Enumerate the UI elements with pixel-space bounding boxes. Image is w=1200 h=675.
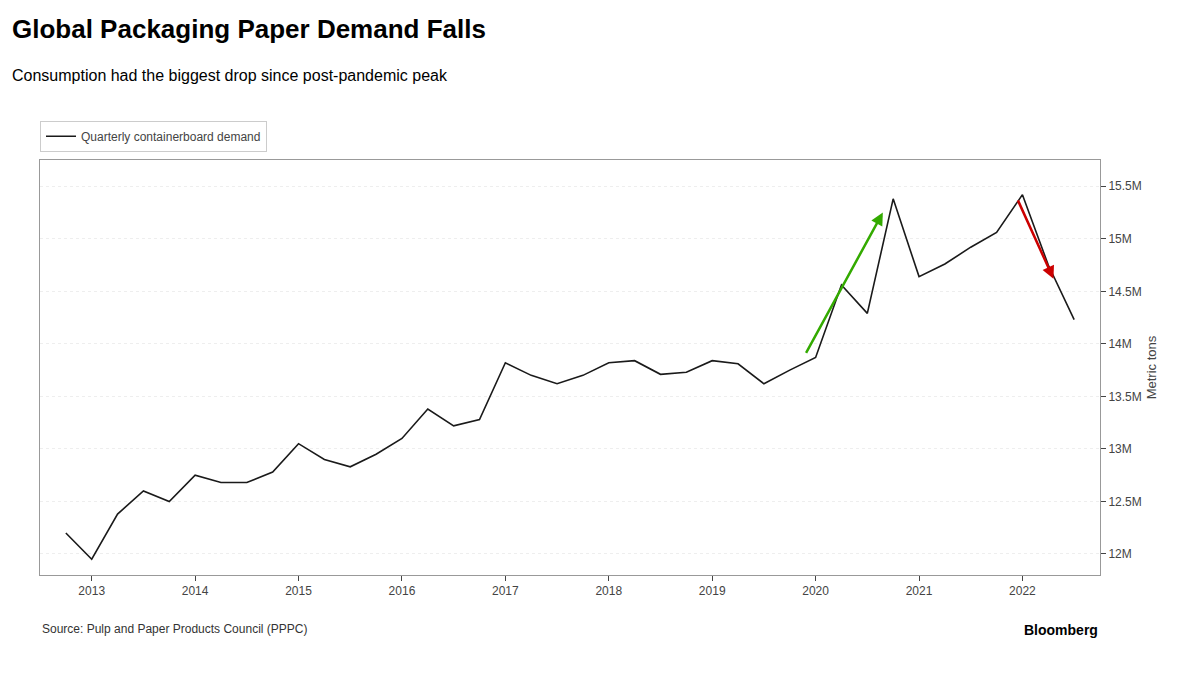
svg-text:2018: 2018 [595,584,622,598]
svg-text:2022: 2022 [1009,584,1036,598]
svg-text:13M: 13M [1108,442,1131,456]
svg-text:2020: 2020 [802,584,829,598]
svg-text:Metric tons: Metric tons [1144,335,1159,399]
svg-text:14M: 14M [1108,337,1131,351]
svg-text:Global Packaging Paper Demand: Global Packaging Paper Demand Falls [12,14,486,44]
svg-text:12.5M: 12.5M [1108,495,1141,509]
svg-text:Consumption had the biggest dr: Consumption had the biggest drop since p… [12,67,448,84]
svg-text:13.5M: 13.5M [1108,390,1141,404]
svg-text:2019: 2019 [699,584,726,598]
svg-text:2014: 2014 [182,584,209,598]
svg-text:Source: Pulp and Paper Product: Source: Pulp and Paper Products Council … [42,622,307,636]
svg-text:14.5M: 14.5M [1108,285,1141,299]
svg-text:Quarterly containerboard deman: Quarterly containerboard demand [81,130,260,144]
svg-text:2016: 2016 [389,584,416,598]
svg-text:2015: 2015 [285,584,312,598]
svg-text:12M: 12M [1108,547,1131,561]
svg-text:15M: 15M [1108,232,1131,246]
svg-text:2021: 2021 [906,584,933,598]
svg-text:2013: 2013 [78,584,105,598]
svg-text:2017: 2017 [492,584,519,598]
svg-text:Bloomberg: Bloomberg [1024,622,1098,638]
svg-text:15.5M: 15.5M [1108,179,1141,193]
